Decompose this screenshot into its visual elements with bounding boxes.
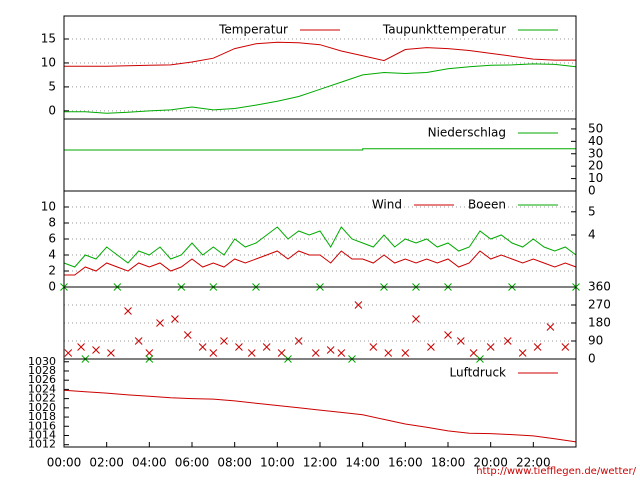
x-tick-label: 12:00 [303, 456, 338, 470]
y-tick-label: 2 [48, 264, 56, 278]
x-tick-label: 06:00 [175, 456, 210, 470]
y-tick-label: 0 [48, 103, 56, 117]
x-tick-label: 20:00 [473, 456, 508, 470]
legend-label: Boeen [468, 198, 506, 212]
legend-label: Luftdruck [449, 366, 506, 380]
y-tick-label: 1024 [28, 382, 56, 395]
data-point [369, 343, 378, 351]
y-tick-label: 8 [48, 216, 56, 230]
data-line [64, 148, 576, 151]
y-tick-label: 1016 [28, 419, 56, 432]
y-tick-label: 10 [41, 55, 56, 69]
data-point [294, 337, 303, 345]
data-line [63, 389, 577, 443]
y-tick-label: 50 [588, 121, 603, 135]
data-point [444, 331, 452, 339]
data-point [107, 349, 115, 357]
data-point [220, 337, 228, 345]
data-point [262, 343, 271, 351]
data-point [469, 349, 478, 357]
data-point [247, 349, 256, 357]
y-tick-label: 1030 [28, 355, 56, 368]
data-point [518, 349, 527, 357]
x-tick-label: 16:00 [388, 456, 423, 470]
data-point [171, 315, 179, 323]
legend-label: Niederschlag [428, 126, 506, 140]
data-point [311, 349, 320, 357]
x-tick-label: 18:00 [431, 456, 466, 470]
legend-label: Taupunkttemperatur [382, 23, 506, 37]
data-point [235, 343, 243, 351]
data-point [533, 343, 542, 351]
data-line [64, 250, 577, 276]
data-point [354, 301, 363, 309]
y-tick-label: 6 [48, 232, 56, 246]
data-point [412, 315, 420, 323]
data-point [183, 331, 192, 339]
y-tick-label: 1012 [28, 438, 56, 451]
data-point [456, 337, 465, 345]
data-point [277, 349, 286, 357]
data-point [198, 343, 207, 351]
legend-label: Temperatur [218, 23, 288, 37]
data-point [326, 346, 335, 354]
y-tick-label: 40 [588, 134, 603, 148]
source-url: http://www.tiefflegen.de/wetter/ [476, 466, 636, 477]
data-point [145, 349, 154, 357]
x-tick-label: 14:00 [345, 456, 380, 470]
y2-tick-label: 5 [588, 204, 596, 218]
y-tick-label: 1022 [28, 392, 56, 405]
y-tick-label: 1018 [28, 410, 56, 423]
y-tick-label: 10 [588, 171, 603, 185]
y-tick-label: 0 [588, 352, 596, 366]
y-tick-label: 180 [588, 316, 611, 330]
y-tick-label: 1014 [28, 428, 56, 441]
y-tick-label: 10 [41, 200, 56, 214]
panel-frame [63, 358, 577, 448]
data-point [427, 343, 435, 351]
x-tick-label: 08:00 [217, 456, 252, 470]
y-tick-label: 270 [588, 298, 611, 312]
data-point [92, 346, 100, 354]
data-point [401, 349, 410, 357]
y-tick-label: 90 [588, 334, 603, 348]
data-point [124, 307, 132, 315]
legend-label: Wind [372, 198, 402, 212]
y-tick-label: 1028 [28, 364, 56, 377]
x-tick-label: 22:00 [516, 456, 551, 470]
y-tick-label: 30 [588, 146, 603, 160]
y-tick-label: 20 [588, 159, 603, 173]
data-point [546, 323, 555, 331]
data-line [64, 63, 577, 114]
y-tick-label: 0 [48, 280, 56, 294]
x-tick-label: 10:00 [260, 456, 295, 470]
y-tick-label: 1026 [28, 373, 56, 386]
y-tick-label: 15 [41, 31, 56, 45]
x-tick-label: 04:00 [132, 456, 167, 470]
data-point [134, 337, 143, 345]
data-line [63, 226, 577, 268]
data-point [337, 349, 346, 357]
y-tick-label: 5 [48, 79, 56, 93]
y-tick-label: 360 [588, 280, 611, 294]
x-tick-label: 00:00 [47, 456, 82, 470]
y2-tick-label: 4 [588, 228, 596, 242]
data-point [77, 343, 85, 351]
data-line [64, 41, 576, 67]
data-point [503, 337, 512, 345]
x-tick-label: 02:00 [89, 456, 124, 470]
y-tick-label: 4 [48, 248, 56, 262]
data-point [384, 349, 393, 357]
data-point [156, 319, 164, 327]
y-tick-label: 0 [588, 184, 596, 198]
data-point [64, 349, 73, 357]
data-point [486, 343, 495, 351]
y-tick-label: 1020 [28, 401, 56, 414]
data-point [561, 343, 570, 351]
data-point [209, 349, 218, 357]
